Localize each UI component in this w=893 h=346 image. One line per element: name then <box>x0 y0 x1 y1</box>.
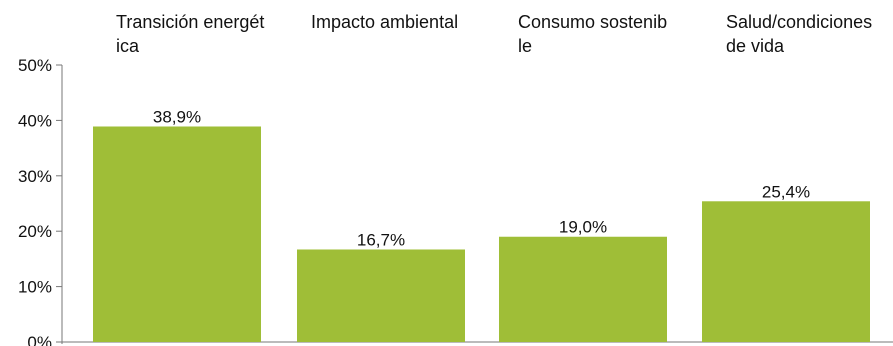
y-tick-label: 10% <box>18 278 52 297</box>
category-label: Salud/condiciones de vida <box>726 12 873 56</box>
bar <box>702 201 870 342</box>
y-tick-label: 50% <box>18 56 52 75</box>
data-label: 19,0% <box>559 218 607 237</box>
category-label: Consumo sostenible <box>518 12 668 56</box>
data-label: 16,7% <box>357 230 405 249</box>
bar <box>297 249 465 342</box>
bar <box>499 236 667 342</box>
data-label: 38,9% <box>153 107 201 126</box>
y-tick-label: 20% <box>18 222 52 241</box>
bar <box>93 126 261 342</box>
y-tick-label: 30% <box>18 167 52 186</box>
y-tick-label: 0% <box>27 333 52 346</box>
data-label: 25,4% <box>762 182 810 201</box>
y-tick-label: 40% <box>18 111 52 130</box>
category-label: Transición energética <box>116 12 265 56</box>
category-label: Impacto ambiental <box>311 12 459 32</box>
